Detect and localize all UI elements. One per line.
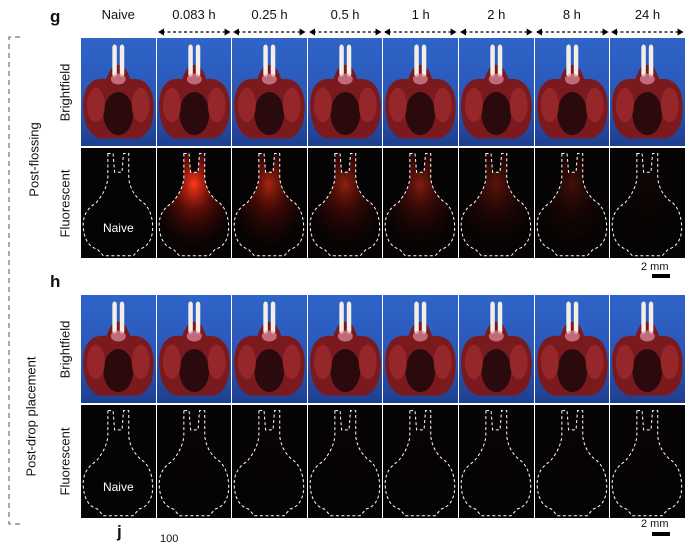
fluorescent-image: [307, 405, 383, 518]
fluorescent-image: [232, 148, 307, 258]
dashed-double-arrow: [460, 28, 533, 36]
naive-label: Naive: [102, 479, 134, 494]
naive-label: Naive: [102, 220, 134, 235]
dashed-double-arrow: [611, 28, 684, 36]
fluorescence-signal: [460, 410, 532, 517]
tissue-photo: [234, 44, 305, 139]
tissue-photo: [158, 44, 230, 139]
fluorescence-signal: [385, 153, 456, 257]
row-label-brightfield-g: Brightfield: [57, 63, 73, 122]
time-label: 8 h: [562, 7, 581, 22]
fluorescence-signal: [611, 410, 683, 517]
tissue-photo: [83, 301, 154, 396]
time-label: 0.083 h: [172, 7, 216, 22]
fluorescence-signal: [385, 410, 456, 517]
tissue-photo: [158, 301, 230, 396]
brightfield-image: [459, 38, 534, 146]
fluorescence-signal: [309, 153, 380, 257]
panel-letter-j: j: [117, 522, 122, 541]
brightfield-image: [610, 295, 685, 403]
tissue-photo: [385, 44, 457, 139]
panel-letter-h: h: [50, 272, 61, 291]
row-label-fluorescent-h: Fluorescent: [57, 427, 73, 496]
time-label: 1 h: [411, 7, 430, 22]
tissue-photo: [83, 44, 154, 139]
fluorescence-signal: [233, 153, 305, 257]
fluorescent-image: [156, 148, 232, 258]
fluorescence-signal: [233, 410, 305, 517]
brightfield-image: [383, 38, 458, 146]
dashed-double-arrow: [384, 28, 457, 36]
brightfield-image: [307, 295, 383, 403]
fluorescent-image: [534, 405, 610, 518]
fluorescence-signal: [82, 410, 154, 517]
tissue-photo: [309, 44, 381, 139]
panel-bracket: [8, 36, 20, 525]
brightfield-image: [610, 38, 685, 146]
tissue-photo: [612, 301, 683, 396]
brightfield-image: [81, 295, 156, 403]
time-label: Naive: [101, 7, 135, 22]
fluorescence-signal: [611, 153, 683, 257]
scale-bar-g: [652, 274, 670, 278]
panel-j-axis-tick: 100: [160, 533, 179, 545]
tissue-photo: [385, 301, 457, 396]
dashed-double-arrow: [535, 28, 609, 36]
tissue-photo: [612, 44, 683, 139]
row-label-brightfield-h: Brightfield: [57, 320, 73, 379]
time-label: 24 h: [634, 7, 661, 22]
fluorescence-signal: [460, 153, 532, 257]
scale-bar-label-g: 2 mm: [641, 261, 669, 273]
fluorescent-image: [156, 405, 232, 518]
brightfield-image: [534, 295, 610, 403]
fluorescence-signal: [536, 410, 607, 517]
fluorescent-image: [610, 148, 685, 258]
fluorescent-image: Naive: [81, 148, 156, 258]
brightfield-image: [156, 295, 232, 403]
condition-label-flossing: Post-flossing: [26, 122, 42, 197]
fluorescence-signal: [158, 410, 229, 517]
dashed-double-arrow: [308, 28, 382, 36]
tissue-photo: [234, 301, 305, 396]
scale-bar-label-h: 2 mm: [641, 518, 669, 530]
brightfield-image: [156, 38, 232, 146]
tissue-photo: [461, 44, 532, 139]
fluorescence-signal: [309, 410, 380, 517]
fluorescent-image: [383, 405, 458, 518]
row-label-fluorescent-g: Fluorescent: [57, 169, 73, 238]
fluorescence-signal: [158, 153, 229, 257]
tissue-photo: [309, 301, 381, 396]
fluorescent-image: [534, 148, 610, 258]
fluorescent-image: Naive: [81, 405, 156, 518]
brightfield-image: [534, 38, 610, 146]
scale-bar-h: [652, 532, 670, 536]
panel-letter-g: g: [50, 7, 61, 26]
fluorescent-image: [610, 405, 685, 518]
fluorescent-image: [307, 148, 383, 258]
fluorescence-signal: [82, 153, 154, 257]
tissue-photo: [536, 44, 608, 139]
brightfield-image: [459, 295, 534, 403]
tissue-photo: [536, 301, 608, 396]
time-label: 0.5 h: [330, 7, 360, 22]
time-label: 0.25 h: [251, 7, 288, 22]
fluorescent-image: [459, 405, 534, 518]
brightfield-image: [307, 38, 383, 146]
condition-label-drop: Post-drop placement: [23, 356, 39, 477]
brightfield-image: [383, 295, 458, 403]
tissue-photo: [461, 301, 532, 396]
dashed-double-arrow: [233, 28, 306, 36]
fluorescent-image: [383, 148, 458, 258]
dashed-double-arrow: [157, 28, 231, 36]
brightfield-image: [232, 38, 307, 146]
time-label: 2 h: [487, 7, 506, 22]
fluorescent-image: [459, 148, 534, 258]
brightfield-image: [81, 38, 156, 146]
fluorescence-signal: [536, 153, 607, 257]
fluorescent-image: [232, 405, 307, 518]
brightfield-image: [232, 295, 307, 403]
